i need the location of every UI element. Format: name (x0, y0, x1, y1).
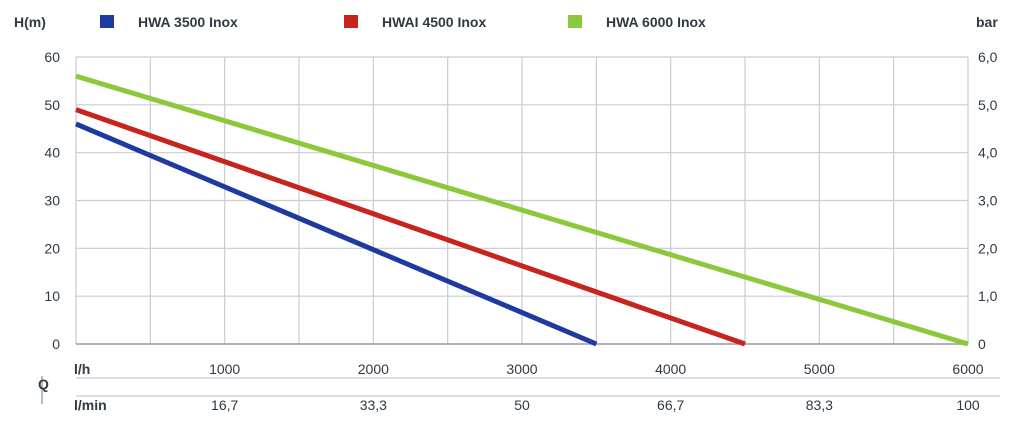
axis-labels: H(m) bar l/h Q l/min (14, 14, 998, 413)
y-right-tick-label: 5,0 (978, 97, 998, 113)
x2-tick-label: 16,7 (211, 397, 238, 413)
series-lines (75, 73, 969, 347)
tick-labels: 0 0 10 1,0 20 2,0 30 3,0 40 4,0 50 5,0 60 6,0 1000 16,7… (44, 49, 997, 413)
x-tick-label: 2000 (358, 361, 389, 377)
legend-swatch-2 (344, 15, 358, 28)
y-left-tick-label: 20 (44, 240, 60, 256)
series-line-1 (75, 121, 598, 347)
legend-swatch-3 (568, 15, 582, 28)
legend-label-1: HWA 3500 Inox (138, 14, 238, 30)
legend-swatch-1 (100, 15, 114, 28)
x-unit-label: l/h (74, 361, 90, 377)
legend-label-2: HWAI 4500 Inox (382, 14, 486, 30)
x2-tick-label: 50 (514, 397, 530, 413)
legend: HWA 3500 Inox HWAI 4500 Inox HWA 6000 Inox (100, 14, 706, 30)
x-tick-label: 1000 (209, 361, 240, 377)
y-left-tick-label: 0 (52, 336, 60, 352)
x-tick-label: 4000 (655, 361, 686, 377)
y-right-tick-label: 3,0 (978, 193, 998, 209)
y-left-tick-label: 40 (44, 145, 60, 161)
x-tick-label: 3000 (506, 361, 537, 377)
y-right-axis-label: bar (976, 14, 998, 30)
y-right-tick-label: 2,0 (978, 240, 998, 256)
series-line-3 (75, 73, 969, 347)
series-line-2 (75, 107, 746, 347)
y-left-axis-label: H(m) (14, 14, 46, 30)
x-tick-label: 6000 (952, 361, 983, 377)
y-left-tick-label: 30 (44, 193, 60, 209)
y-left-tick-label: 60 (44, 49, 60, 65)
y-left-tick-label: 10 (44, 288, 60, 304)
y-right-tick-label: 0 (978, 336, 986, 352)
x2-tick-label: 100 (956, 397, 980, 413)
x2-unit-label: l/min (74, 397, 107, 413)
y-right-tick-label: 4,0 (978, 145, 998, 161)
q-label: Q (38, 376, 49, 392)
y-right-tick-label: 1,0 (978, 288, 998, 304)
grid (41, 56, 1000, 404)
y-left-tick-label: 50 (44, 97, 60, 113)
x2-tick-label: 83,3 (806, 397, 833, 413)
legend-label-3: HWA 6000 Inox (606, 14, 706, 30)
x-tick-label: 5000 (804, 361, 835, 377)
y-right-tick-label: 6,0 (978, 49, 998, 65)
x2-tick-label: 66,7 (657, 397, 684, 413)
x2-tick-label: 33,3 (360, 397, 387, 413)
